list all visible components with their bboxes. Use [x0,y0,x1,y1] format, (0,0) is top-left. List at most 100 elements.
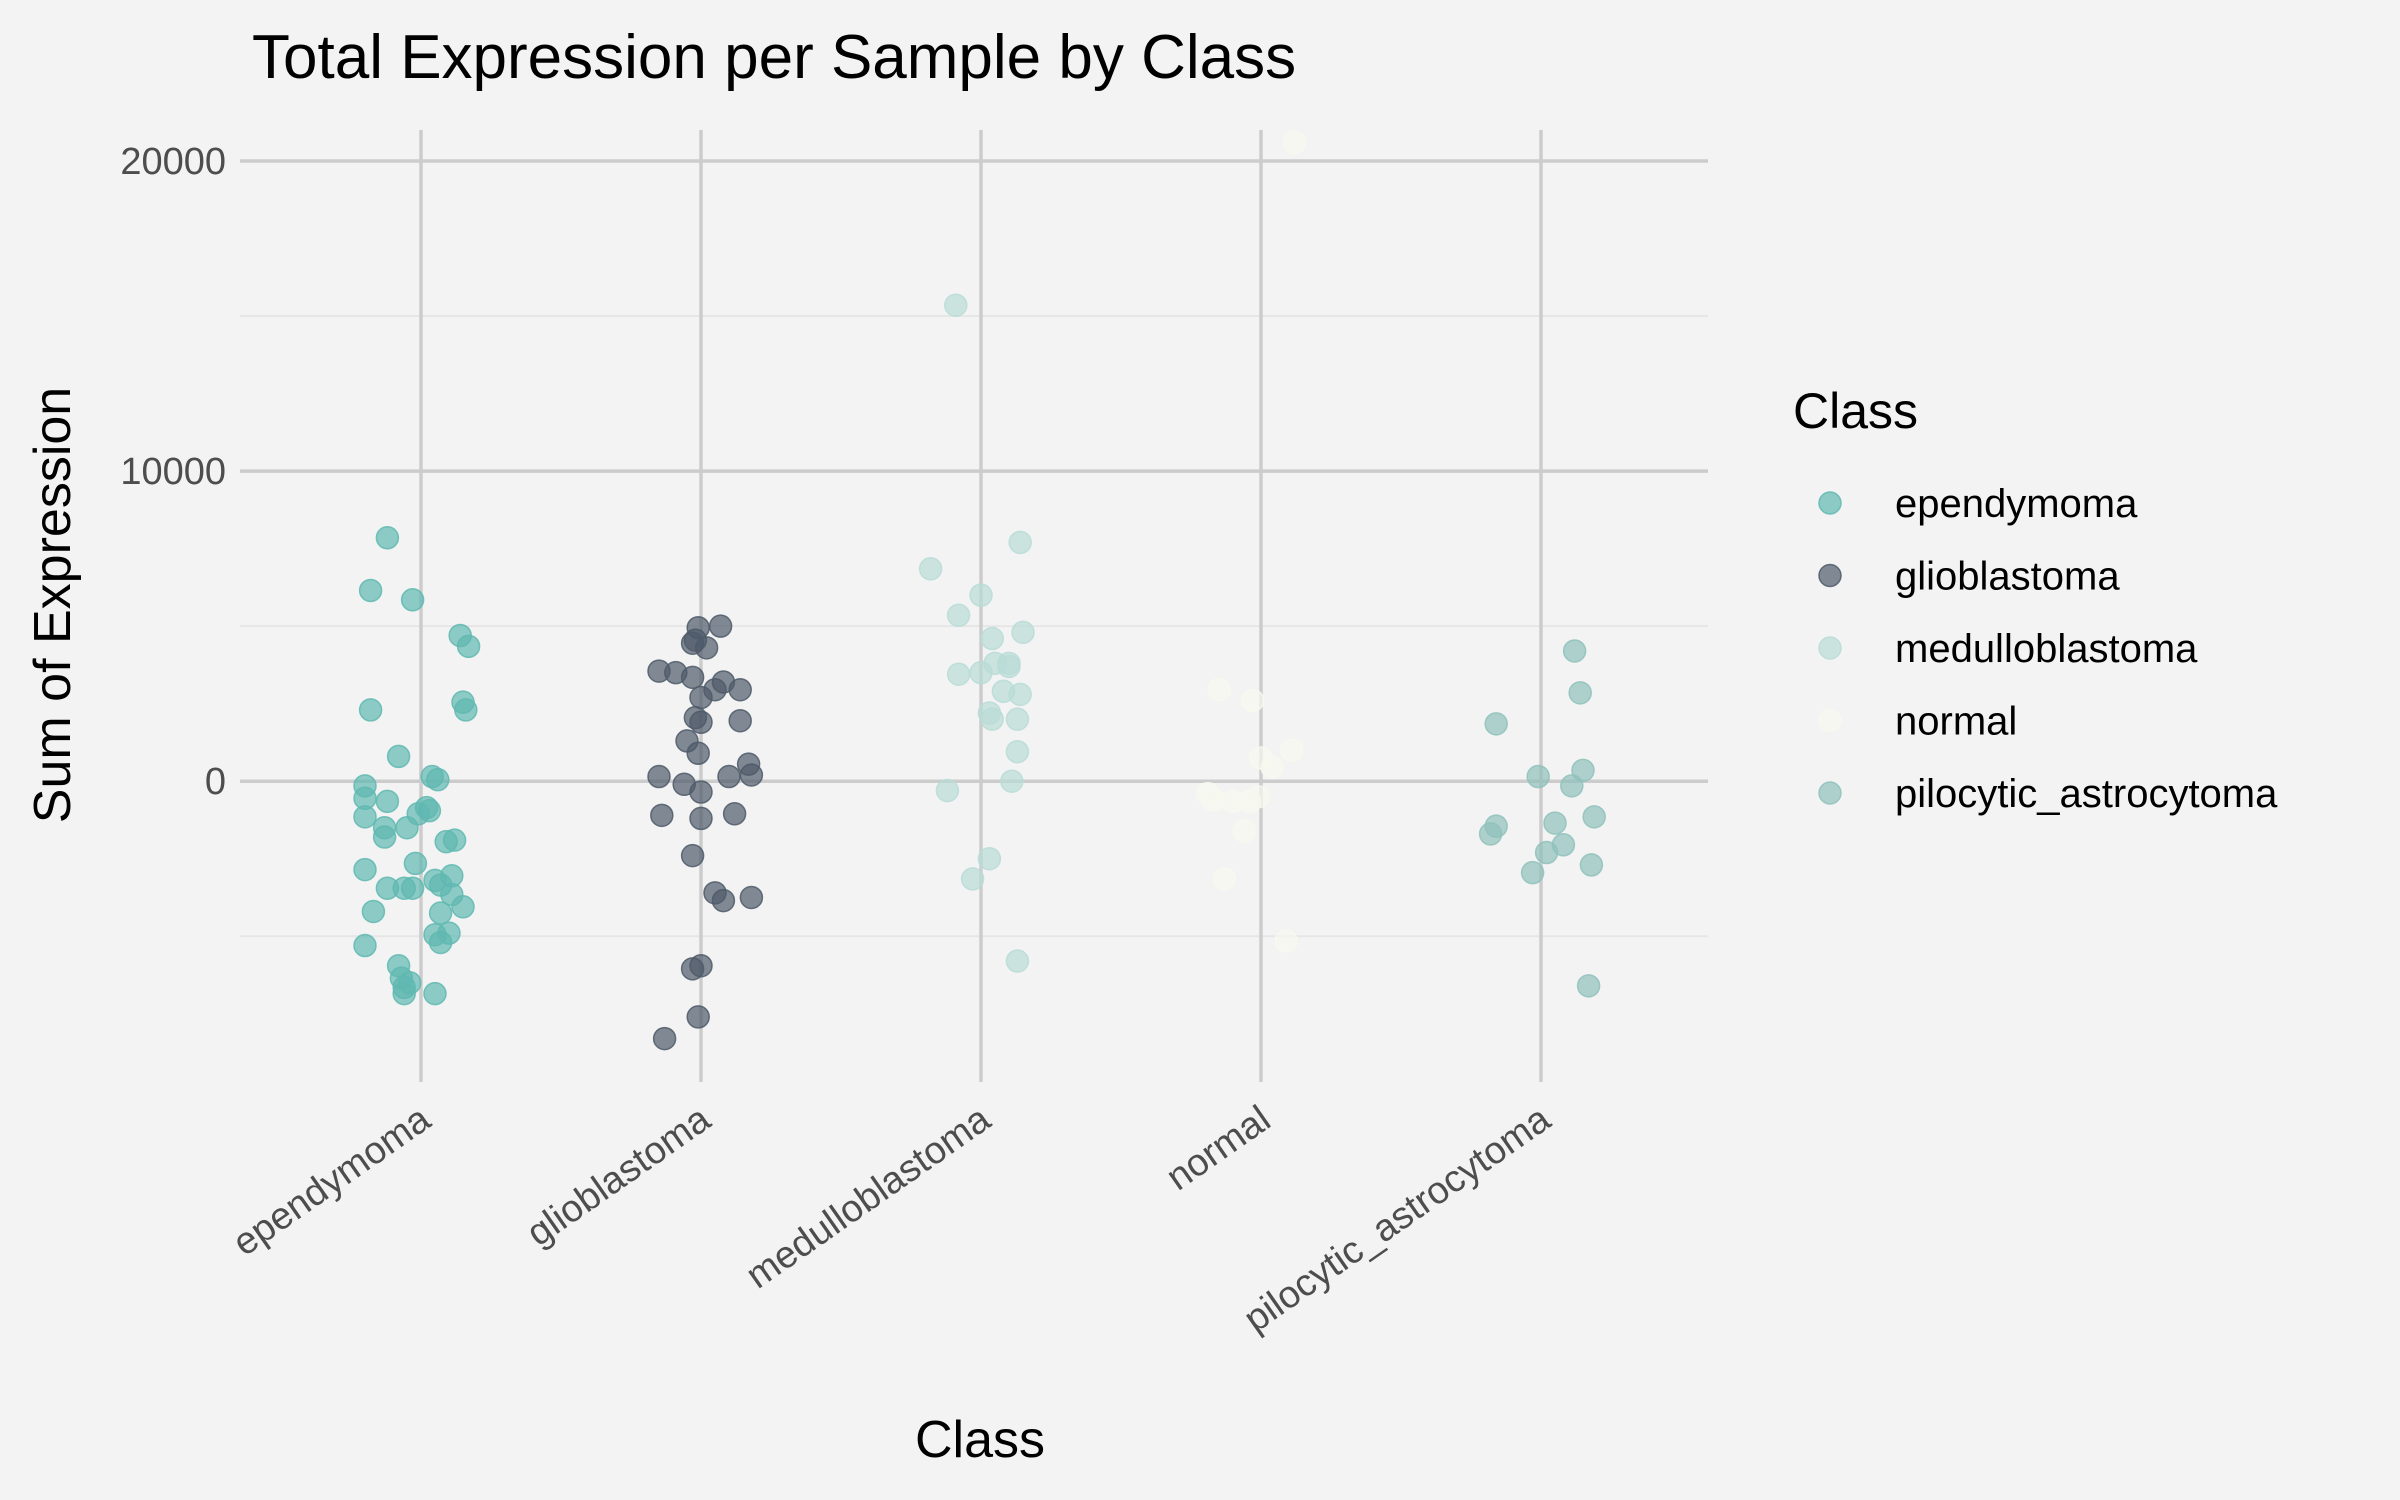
data-point [969,583,993,607]
data-point [647,764,671,789]
data-point [1543,811,1567,835]
data-point [997,654,1021,679]
data-point [728,677,752,702]
data-point [689,806,713,831]
data-point [426,767,450,792]
data-point [1232,819,1256,843]
data-point [689,780,713,804]
data-point [722,802,747,826]
data-point [1526,764,1550,789]
legend-label: glioblastoma [1895,555,2120,599]
data-point [980,707,1004,731]
data-points [353,130,1606,1051]
data-point [400,588,425,612]
y-tick-label: 10000 [120,451,226,493]
data-point [946,662,971,686]
x-axis-title: Class [915,1411,1045,1469]
data-point [680,665,705,690]
data-point [451,895,475,919]
data-point [1008,682,1032,707]
data-point [711,888,736,913]
data-point [400,876,425,900]
data-point [739,763,764,787]
data-point [372,825,397,849]
data-point [689,685,713,710]
data-point [686,1005,710,1029]
data-point [708,614,733,638]
data-point [689,710,713,735]
data-point [353,857,377,882]
data-point [686,741,710,766]
data-point [1201,788,1226,812]
data-point [980,626,1004,651]
minor-gridlines [240,315,1708,938]
data-point [680,843,705,868]
data-point [935,778,960,803]
data-point [1520,860,1545,885]
data-point [652,1026,677,1051]
legend-title: Class [1793,383,1918,439]
data-point [1240,688,1265,713]
legend-label: normal [1895,700,2017,744]
legend-swatch [1818,708,1842,733]
data-point [1274,929,1298,953]
data-point [960,867,985,891]
data-point [428,930,453,955]
data-point [1260,755,1284,780]
legend-swatch [1818,491,1842,515]
data-point [454,698,478,722]
data-point [694,636,719,660]
data-point [650,803,674,828]
data-point [423,981,447,1006]
data-point [403,851,428,876]
y-tick-label: 20000 [120,141,226,183]
data-point [944,293,968,317]
data-point [1005,707,1030,731]
data-point [392,981,416,1006]
legend-swatch [1818,636,1842,660]
legend-label: ependymoma [1895,482,2138,526]
data-point [358,698,383,722]
data-point [1282,130,1307,155]
data-point [1000,769,1024,793]
y-tick-label: 0 [205,761,226,803]
data-point [1207,677,1231,702]
data-point [1212,867,1237,891]
data-point [1246,784,1270,809]
data-point [728,708,752,733]
data-point [969,660,993,685]
legend-swatch [1818,563,1842,588]
data-point [1280,738,1304,762]
data-point [353,805,377,829]
data-point [428,901,453,925]
legend-label: pilocytic_astrocytoma [1895,772,2278,816]
data-point [395,815,419,840]
data-point [977,846,1002,871]
data-point [1005,739,1030,764]
data-point [456,634,481,659]
data-point [1579,853,1604,877]
data-point [1568,681,1592,705]
data-point [386,744,411,769]
data-point [680,957,705,981]
data-point [918,557,943,581]
data-point [1008,530,1032,555]
data-point [1560,774,1584,798]
y-axis-title: Sum of Expression [24,387,82,823]
chart-title: Total Expression per Sample by Class [252,23,1296,92]
data-point [739,885,764,910]
data-point [358,578,383,603]
data-point [1534,840,1559,865]
data-point [946,603,971,628]
data-point [361,899,386,924]
data-point [353,933,377,958]
data-point [1005,949,1030,973]
data-point [1478,822,1503,846]
data-point [1562,639,1587,663]
data-point [717,764,741,789]
legend-label: medulloblastoma [1895,627,2198,671]
data-point [375,526,400,550]
data-point [1011,620,1035,645]
